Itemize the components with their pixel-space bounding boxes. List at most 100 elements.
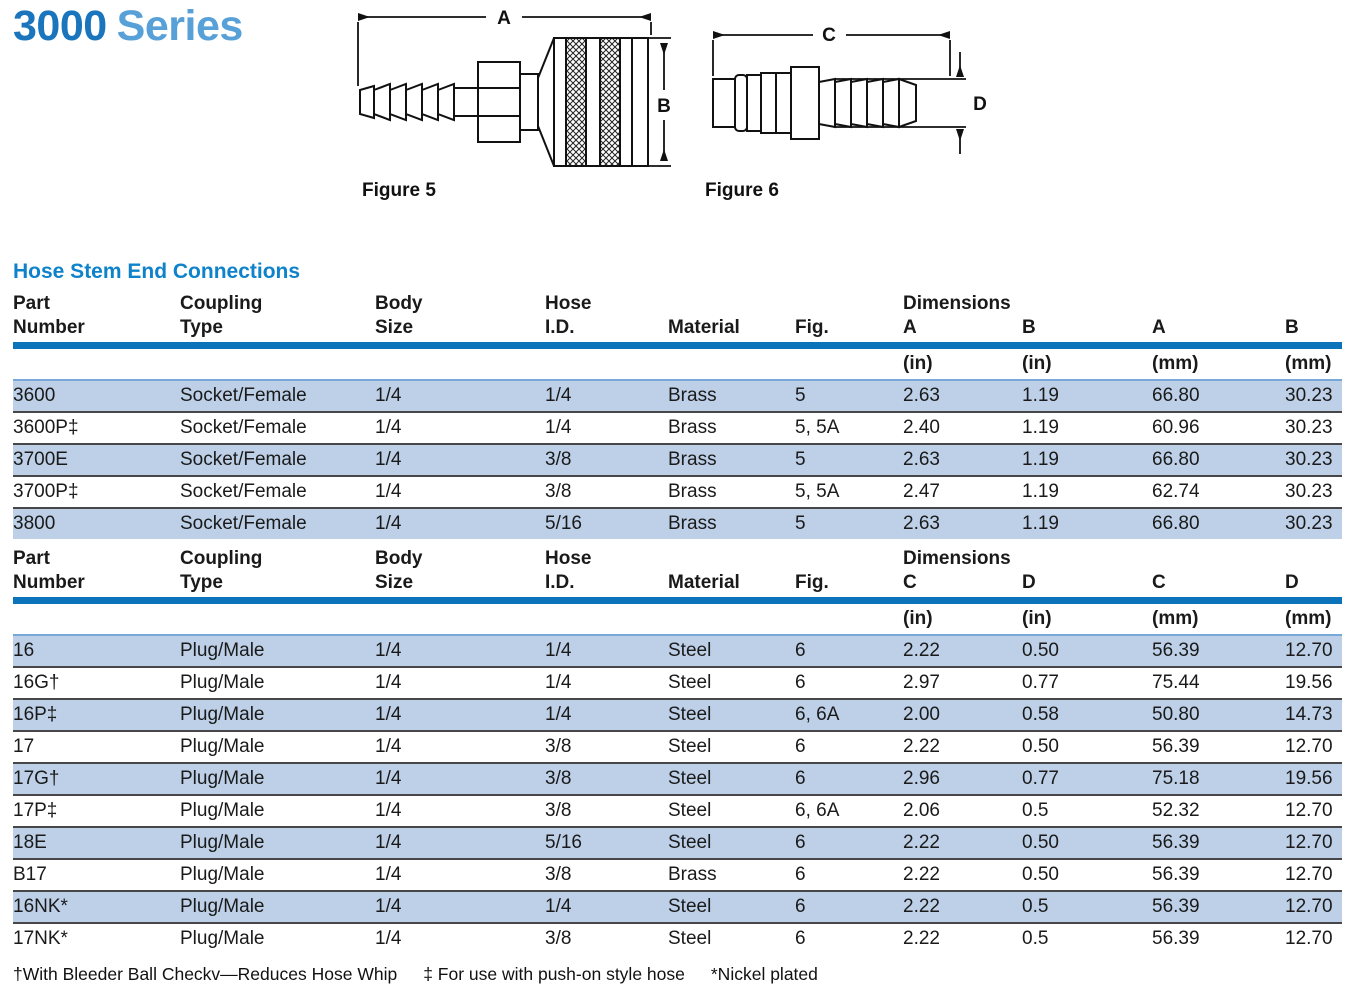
plug-coupling-drawing	[712, 66, 917, 140]
unit-label	[375, 345, 545, 381]
cell-dim-mm-2: 30.23	[1285, 475, 1342, 508]
cell-body-size: 1/4	[375, 443, 545, 476]
cell-material: Steel	[668, 698, 795, 731]
cell-material: Brass	[668, 411, 795, 444]
unit-label: (mm)	[1285, 600, 1342, 636]
footnote-pushon: ‡ For use with push-on style hose	[423, 964, 685, 984]
cell-dim-in-1: 2.06	[903, 794, 1022, 827]
cell-material: Steel	[668, 666, 795, 699]
header-row: Part Number Coupling Type Body Size	[13, 547, 1342, 604]
section-heading: Hose Stem End Connections	[13, 260, 301, 283]
unit-label	[545, 600, 668, 636]
cell-dim-in-2: 1.19	[1022, 443, 1152, 476]
dimension-a-label: A	[497, 8, 511, 29]
cell-figure: 6	[795, 634, 903, 667]
header-line-2: C	[903, 572, 917, 593]
header-line-1: Coupling	[180, 548, 263, 569]
header-row: Part Number Coupling Type Body Size	[13, 292, 1342, 349]
hose-barb-nose	[359, 84, 375, 120]
column-header: Dimensions A	[903, 292, 1022, 349]
cell-dim-mm-2: 12.70	[1285, 730, 1342, 763]
header-line-1	[1022, 292, 1152, 316]
column-header: Hose I.D.	[545, 547, 668, 604]
cell-coupling-type: Plug/Male	[180, 666, 375, 699]
cell-material: Brass	[668, 475, 795, 508]
cell-figure: 6	[795, 666, 903, 699]
dimension-b-label: B	[657, 96, 671, 117]
cell-dim-mm-2: 30.23	[1285, 379, 1342, 412]
unit-label: (mm)	[1152, 600, 1285, 636]
parts-table-sockets: Part Number Coupling Type Body Size	[13, 292, 1342, 539]
column-header: B	[1285, 292, 1342, 349]
column-header: Hose I.D.	[545, 292, 668, 349]
cell-dim-in-2: 1.19	[1022, 411, 1152, 444]
cell-dim-in-2: 1.19	[1022, 507, 1152, 539]
figure-6-caption: Figure 6	[705, 180, 779, 201]
cell-dim-mm-1: 56.39	[1152, 922, 1285, 954]
collar	[519, 73, 539, 131]
cell-hose-id: 5/16	[545, 826, 668, 859]
header-line-2: Type	[180, 572, 223, 593]
cell-coupling-type: Plug/Male	[180, 698, 375, 731]
cell-hose-id: 3/8	[545, 730, 668, 763]
cell-dim-mm-1: 66.80	[1152, 443, 1285, 476]
header-line-2: Size	[375, 572, 414, 593]
header-line-2: Type	[180, 317, 223, 338]
cell-dim-mm-1: 75.44	[1152, 666, 1285, 699]
cell-dim-in-1: 2.63	[903, 379, 1022, 412]
cell-material: Steel	[668, 794, 795, 827]
parts-table-plugs: Part Number Coupling Type Body Size	[13, 547, 1342, 954]
unit-label: (in)	[1022, 345, 1152, 381]
column-header: Part Number	[13, 292, 180, 349]
cell-figure: 6	[795, 890, 903, 923]
cell-figure: 6	[795, 922, 903, 954]
cell-dim-in-2: 0.50	[1022, 858, 1152, 891]
table-row: 3600 Socket/Female 1/4 1/4 Brass 5 2.63 …	[13, 379, 1342, 412]
header-line-1	[1285, 547, 1342, 571]
cell-body-size: 1/4	[375, 922, 545, 954]
header-line-2: Material	[668, 317, 740, 338]
cell-part-number: 3700P‡	[13, 475, 180, 508]
cell-part-number: 3800	[13, 507, 180, 539]
plug-body	[790, 66, 820, 140]
footnote-bleeder: †With Bleeder Ball Checkv—Reduces Hose W…	[13, 964, 398, 984]
header-line-1: Coupling	[180, 293, 263, 314]
unit-label: (in)	[1022, 600, 1152, 636]
cell-body-size: 1/4	[375, 634, 545, 667]
cell-material: Steel	[668, 890, 795, 923]
cell-hose-id: 1/4	[545, 890, 668, 923]
cell-dim-in-1: 2.22	[903, 922, 1022, 954]
header-line-2: I.D.	[545, 572, 575, 593]
column-header: Dimensions C	[903, 547, 1022, 604]
figure-6-diagram: C D	[712, 25, 987, 154]
cell-body-size: 1/4	[375, 890, 545, 923]
table-row: B17 Plug/Male 1/4 3/8 Brass 6 2.22 0.50 …	[13, 858, 1342, 891]
header-line-1	[668, 547, 795, 571]
cell-figure: 5, 5A	[795, 411, 903, 444]
cell-coupling-type: Plug/Male	[180, 890, 375, 923]
cell-body-size: 1/4	[375, 379, 545, 412]
header-line-2: Fig.	[795, 572, 829, 593]
cell-dim-in-2: 0.5	[1022, 922, 1152, 954]
cell-dim-mm-2: 12.70	[1285, 634, 1342, 667]
cell-hose-id: 3/8	[545, 475, 668, 508]
cell-body-size: 1/4	[375, 666, 545, 699]
cell-dim-in-2: 0.58	[1022, 698, 1152, 731]
cell-material: Brass	[668, 858, 795, 891]
specification-tables: Part Number Coupling Type Body Size	[13, 292, 1342, 985]
cell-dim-mm-1: 50.80	[1152, 698, 1285, 731]
cell-dim-in-1: 2.00	[903, 698, 1022, 731]
dimension-c-label: C	[822, 25, 836, 46]
unit-label: (mm)	[1152, 345, 1285, 381]
cell-figure: 6, 6A	[795, 794, 903, 827]
column-header: D	[1022, 547, 1152, 604]
cell-hose-id: 3/8	[545, 443, 668, 476]
cell-dim-in-1: 2.63	[903, 507, 1022, 539]
column-header: A	[1152, 292, 1285, 349]
cell-dim-mm-1: 56.39	[1152, 730, 1285, 763]
cell-part-number: 16P‡	[13, 698, 180, 731]
column-header: Part Number	[13, 547, 180, 604]
cell-hose-id: 3/8	[545, 762, 668, 795]
series-word: Series	[116, 2, 244, 50]
